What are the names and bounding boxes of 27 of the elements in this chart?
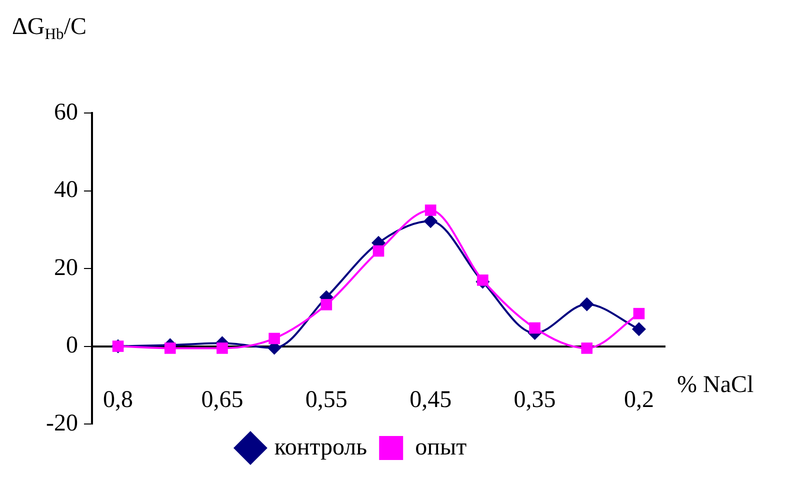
x-tick-label: 0,55 [305,386,348,413]
legend-label: опыт [415,434,468,460]
point [580,297,594,312]
x-tick-label: 0,65 [201,386,244,413]
y-tick-label: 40 [54,177,78,204]
y-tick-label: 60 [54,99,78,126]
y-tick-label: -20 [46,410,78,436]
point [424,214,438,228]
x-tick-label: 0,45 [410,386,452,413]
x-axis-title: % NaCl [677,372,754,398]
x-tick-label: 0,8 [103,386,134,413]
point [632,322,646,336]
point [424,204,436,216]
point [216,342,228,354]
y-tick-label: 20 [54,254,78,281]
point [372,245,384,257]
point [581,342,593,354]
x-tick-label: 0,35 [514,386,556,413]
point [164,342,176,354]
legend-label: контроль [274,434,368,460]
point [529,322,540,334]
point [320,298,332,310]
x-tick-label: 0,2 [624,386,654,413]
y-tick-label: 0 [66,332,78,359]
point [633,308,645,320]
point [268,332,280,344]
point [477,274,488,286]
